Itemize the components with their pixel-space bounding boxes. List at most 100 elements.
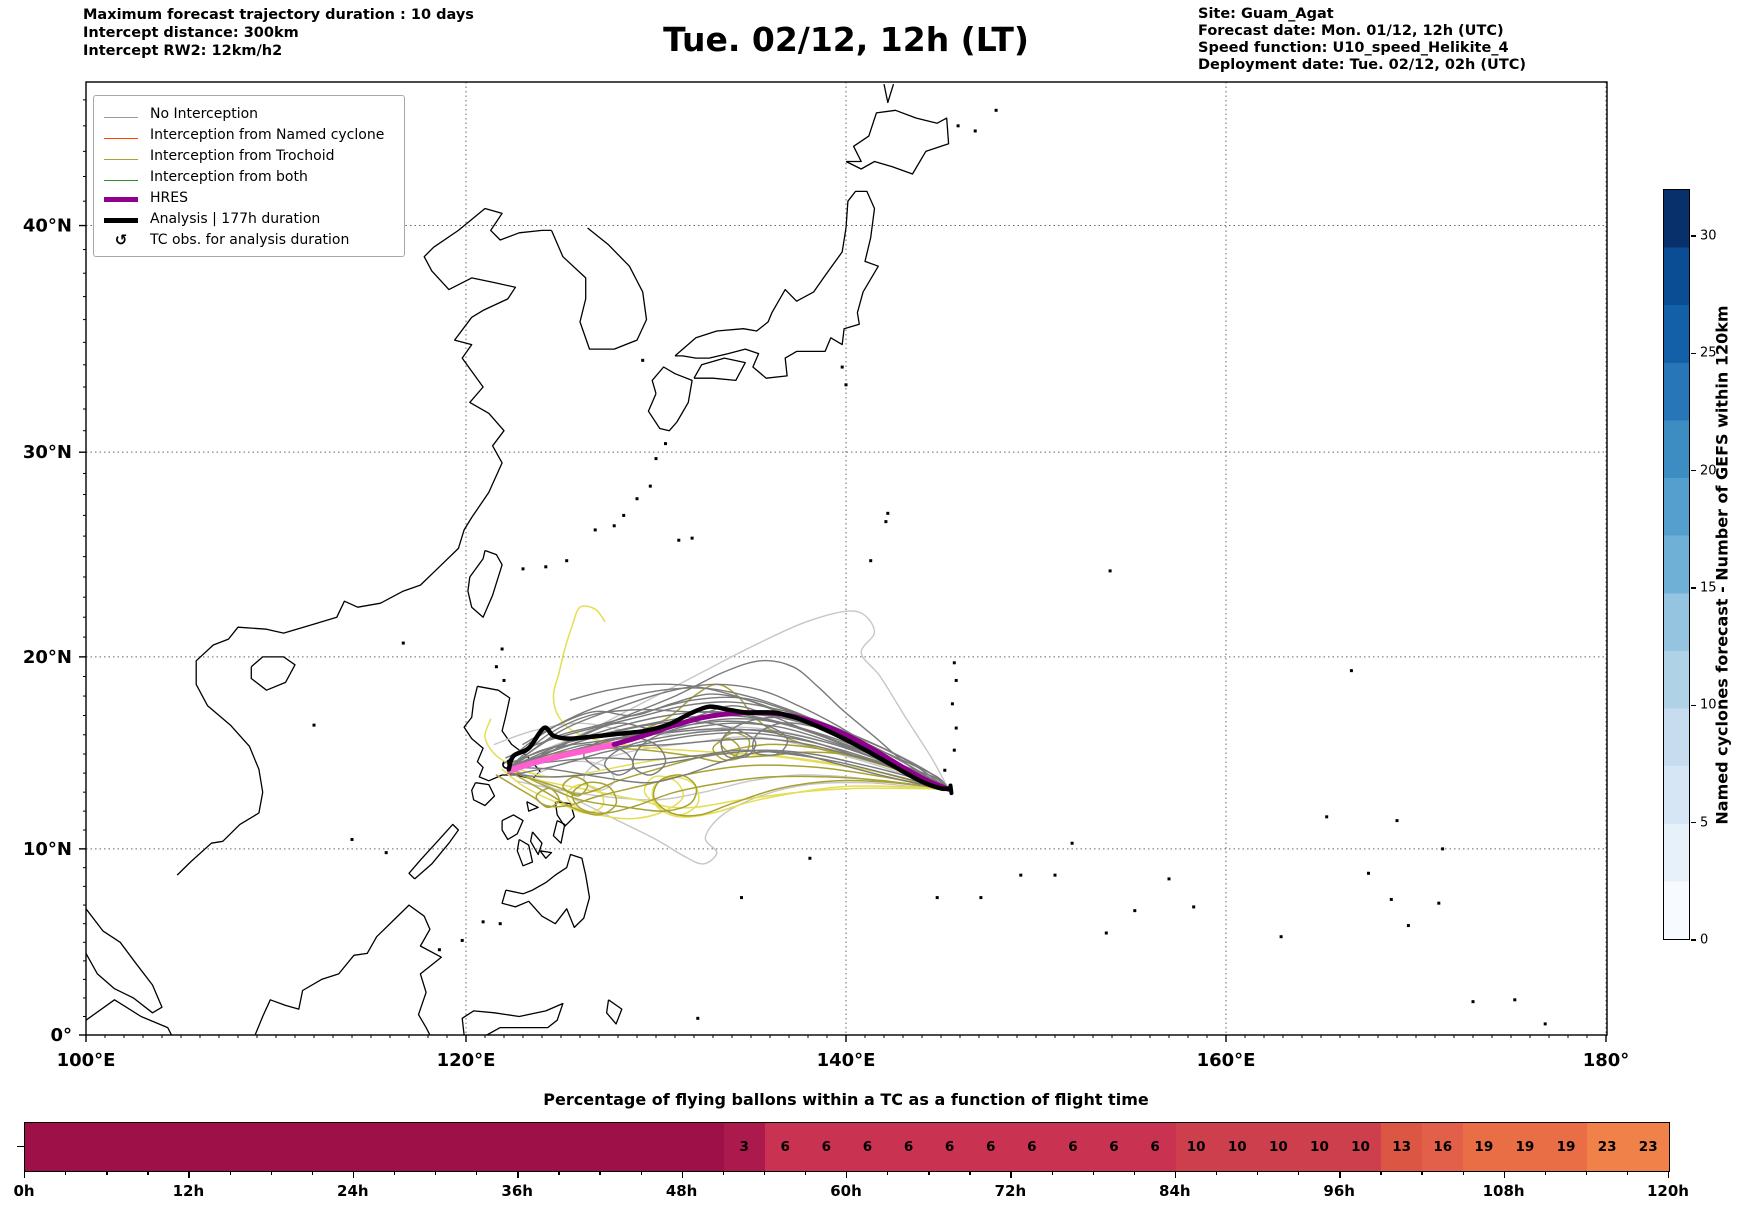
- strip-tick: [1462, 1171, 1464, 1175]
- island-dot: [979, 896, 983, 900]
- island-dot: [641, 358, 645, 362]
- strip-tick: [147, 1171, 149, 1175]
- legend-item-analysis: Analysis | 177h duration: [104, 208, 394, 229]
- island-dot: [994, 108, 998, 112]
- strip-cell-93h: 10: [1298, 1123, 1340, 1171]
- trajectory-map: 100°E 120°E 140°E 160°E 180° 0° 10°N 20°…: [23, 81, 1629, 1071]
- tc-percentage-strip: 3 6 6 6 6 6 6 6 6 6 6 10 10 10 10 10 13 16 19 19 19 23 23: [24, 1122, 1670, 1172]
- strip-cell-69h: 6: [970, 1123, 1012, 1171]
- strip-cell-102h: 16: [1422, 1123, 1464, 1171]
- coastline-samar: [554, 801, 575, 827]
- strip-cell-87h: 10: [1216, 1123, 1258, 1171]
- legend-item-both: Interception from both: [104, 166, 394, 187]
- strip-tick: [1257, 1171, 1259, 1175]
- island-dot: [1367, 871, 1370, 875]
- strip-cell-105h: 19: [1463, 1123, 1505, 1171]
- island-dot: [886, 511, 890, 515]
- strip-x-label: 24h: [337, 1182, 369, 1200]
- strip-tick: [1421, 1171, 1423, 1175]
- strip-cell-66h: 6: [929, 1123, 971, 1171]
- trajectory-olive: [508, 732, 950, 791]
- strip-tick: [846, 1171, 848, 1178]
- island-dot: [677, 538, 681, 542]
- colorbar-tick-label: 20: [1700, 463, 1717, 479]
- colorbar-tick-label: 15: [1700, 580, 1717, 596]
- strip-cell-12h: [189, 1123, 231, 1171]
- strip-y-tick: [17, 1146, 24, 1148]
- island-dot: [1133, 909, 1137, 913]
- header-left-block: Maximum forecast trajectory duration : 1…: [83, 6, 474, 60]
- strip-cell-24h: [353, 1123, 395, 1171]
- strip-tick: [229, 1171, 231, 1175]
- site-text: Site: Guam_Agat: [1198, 6, 1334, 22]
- island-dot: [1437, 901, 1441, 905]
- trajectory-gray: [509, 750, 950, 790]
- coastline-malay-peninsula: [86, 908, 163, 1014]
- trajectory-gray: [507, 749, 950, 790]
- analysis-endpoint-tick: [948, 783, 954, 796]
- trajectory-olive: [514, 774, 950, 816]
- island-dot: [612, 524, 616, 528]
- strip-x-label: 12h: [172, 1182, 205, 1200]
- strip-cell-60h: 6: [846, 1123, 888, 1171]
- island-dot: [1349, 669, 1353, 673]
- strip-tick: [1133, 1171, 1136, 1175]
- strip-tick: [1174, 1171, 1177, 1178]
- colorbar-tick: [1691, 235, 1696, 237]
- coastline-honshu: [674, 190, 879, 379]
- y-tick-label: 20°N: [23, 647, 72, 668]
- intercept-rw2-text: Intercept RW2: 12km/h2: [83, 43, 283, 59]
- line-swatch-icon: [104, 148, 138, 164]
- island-dot: [1279, 935, 1283, 939]
- island-dot: [956, 124, 960, 128]
- gefs-colorbar: [1663, 189, 1690, 940]
- legend-item-named-cyclone: Interception from Named cyclone: [104, 124, 394, 145]
- island-dot: [312, 723, 316, 727]
- coastline-masbate: [526, 801, 539, 812]
- colorbar-tick: [1691, 704, 1696, 706]
- island-dot: [690, 536, 694, 540]
- coastline-sakhalin-tip: [883, 83, 895, 104]
- strip-cell-57h: 6: [805, 1123, 847, 1171]
- legend-item-hres: HRES: [104, 187, 394, 208]
- colorbar-tick: [1691, 469, 1696, 472]
- strip-tick: [270, 1171, 272, 1175]
- strip-tick: [887, 1171, 889, 1175]
- strip-cell-6h: [107, 1123, 149, 1171]
- coastline-sumatra-tip: [86, 999, 173, 1035]
- strip-cell-63h: 6: [887, 1123, 930, 1171]
- strip-tick: [435, 1171, 437, 1175]
- strip-tick: [311, 1171, 314, 1175]
- strip-tick: [640, 1171, 642, 1175]
- strip-tick: [558, 1171, 560, 1175]
- strip-tick: [393, 1171, 396, 1175]
- y-tick-label: 30°N: [23, 442, 72, 463]
- strip-cell-117h: 23: [1627, 1123, 1669, 1171]
- island-dot: [884, 520, 888, 524]
- island-dot: [481, 920, 485, 924]
- legend-label: TC obs. for analysis duration: [150, 231, 350, 248]
- island-dot: [1395, 819, 1399, 823]
- legend-label: Interception from Trochoid: [150, 147, 335, 164]
- strip-cell-111h: 19: [1545, 1123, 1587, 1171]
- line-swatch-icon: [104, 190, 138, 206]
- map-frame: [79, 81, 1608, 1042]
- strip-cell-36h: [518, 1123, 560, 1171]
- speed-function-text: Speed function: U10_speed_Helikite_4: [1198, 40, 1509, 56]
- map-legend: No Interception Interception from Named …: [93, 95, 405, 257]
- strip-cell-72h: 6: [1011, 1123, 1053, 1171]
- strip-x-label: 48h: [665, 1182, 698, 1200]
- strip-tick: [1585, 1171, 1588, 1175]
- island-dot: [943, 768, 947, 772]
- line-swatch-icon: [104, 211, 138, 227]
- island-dot: [1406, 924, 1410, 928]
- x-tick-label: 140°E: [817, 1050, 876, 1071]
- island-dot: [502, 678, 506, 682]
- coastlines: [86, 83, 1547, 1035]
- axis-tick-labels: 100°E 120°E 140°E 160°E 180° 0° 10°N 20°…: [23, 216, 1629, 1071]
- strip-x-label: 96h: [1323, 1182, 1355, 1200]
- x-tick-label: 100°E: [57, 1050, 116, 1071]
- y-tick-label: 10°N: [23, 839, 72, 860]
- legend-item-tc-obs: ↺ TC obs. for analysis duration: [104, 229, 394, 250]
